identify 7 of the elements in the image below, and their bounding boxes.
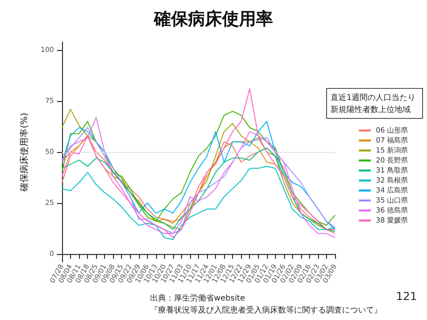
source-note: 出典：厚生労働省website <box>150 294 246 302</box>
legend-title: 直近1週間の人口当たり新規陽性者数上位地域 <box>330 92 416 114</box>
chart-title: 確保病床使用率 <box>153 10 273 30</box>
text: 121 <box>396 290 418 303</box>
text: 『療養状況等及び入院患者受入病床数等に関する調査について』 <box>150 306 382 314</box>
line-series <box>62 166 336 240</box>
y-axis-title: 確保病床使用率(%) <box>19 112 30 192</box>
